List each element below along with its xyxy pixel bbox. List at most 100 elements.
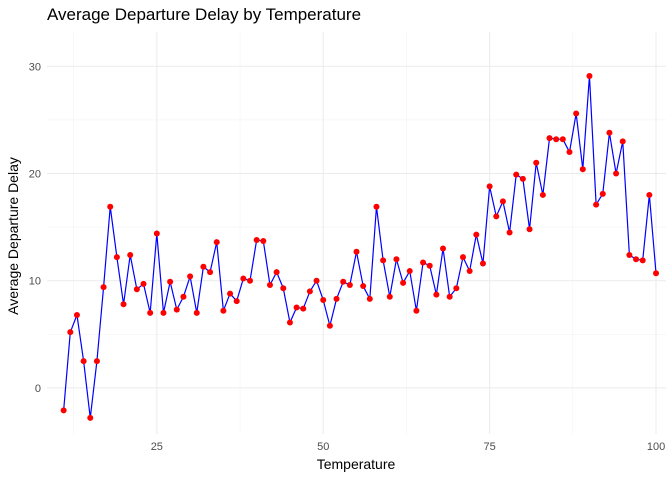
data-point	[366, 295, 373, 302]
data-point	[320, 297, 327, 303]
data-point	[200, 263, 207, 270]
y-tick-label: 0	[35, 383, 41, 395]
data-point	[247, 277, 254, 284]
data-point	[313, 277, 320, 284]
data-point	[566, 149, 573, 156]
data-point	[453, 285, 460, 292]
data-point	[473, 231, 480, 238]
data-point	[533, 159, 540, 166]
data-point	[466, 268, 473, 275]
y-tick-label: 30	[29, 61, 41, 73]
data-point	[306, 288, 313, 295]
data-point	[80, 358, 87, 365]
data-point	[653, 270, 660, 277]
y-axis-title: Average Departure Delay	[5, 157, 21, 315]
data-point	[233, 298, 240, 305]
data-point	[193, 309, 200, 316]
data-point	[220, 307, 227, 314]
data-point	[606, 129, 613, 136]
data-point	[167, 278, 174, 285]
data-point	[253, 236, 260, 243]
data-point	[180, 293, 187, 300]
data-point	[160, 309, 167, 316]
data-point	[93, 358, 100, 365]
data-point	[486, 183, 493, 190]
data-point	[340, 278, 347, 285]
data-point	[107, 203, 114, 210]
data-point	[579, 166, 586, 173]
data-point	[386, 293, 393, 300]
data-point	[346, 281, 353, 288]
data-point	[573, 110, 580, 117]
data-point	[333, 295, 340, 302]
data-point	[127, 251, 134, 258]
data-point	[260, 238, 267, 245]
y-tick-label: 20	[29, 169, 41, 181]
series-line	[63, 75, 657, 419]
x-tick-label: 25	[151, 441, 163, 453]
data-point	[413, 307, 420, 314]
data-point	[213, 239, 220, 246]
data-point	[353, 248, 360, 255]
data-point	[360, 283, 367, 290]
data-point	[187, 273, 194, 280]
data-point	[266, 281, 273, 288]
data-point	[240, 275, 247, 282]
data-point	[613, 170, 620, 177]
data-point	[426, 262, 433, 269]
x-axis-title: Temperature	[317, 456, 396, 472]
data-point	[286, 319, 293, 326]
data-point	[207, 269, 214, 276]
x-tick-label: 100	[647, 441, 665, 453]
data-point	[73, 312, 80, 319]
data-point	[433, 291, 440, 298]
data-point	[120, 301, 127, 308]
data-point	[646, 191, 653, 198]
data-point	[639, 257, 646, 264]
data-point	[140, 280, 147, 287]
data-point	[133, 286, 140, 293]
x-axis-tick-labels: 25 50 75 100	[151, 441, 665, 453]
y-axis-tick-labels: 0 10 20 30	[29, 61, 41, 395]
data-point	[539, 191, 546, 198]
data-point	[113, 254, 120, 261]
data-point	[393, 256, 400, 263]
x-tick-label: 75	[483, 441, 495, 453]
data-point	[553, 136, 560, 143]
data-point	[153, 230, 160, 237]
data-point	[459, 254, 466, 261]
data-point	[479, 260, 486, 267]
data-point	[67, 329, 74, 336]
data-point	[526, 226, 533, 233]
data-point	[420, 259, 427, 266]
data-point	[280, 285, 287, 292]
data-point	[147, 309, 154, 316]
chart-title: Average Departure Delay by Temperature	[47, 5, 361, 24]
data-point	[273, 269, 280, 276]
data-point	[326, 322, 333, 329]
data-point	[60, 407, 67, 414]
data-point	[293, 304, 300, 311]
data-point	[400, 279, 407, 286]
series-points-group	[60, 72, 660, 421]
data-point	[619, 138, 626, 145]
data-point	[100, 284, 107, 291]
data-point	[446, 293, 453, 300]
data-point	[546, 135, 553, 142]
data-point	[87, 414, 94, 421]
data-point	[633, 256, 640, 263]
data-point	[506, 229, 513, 236]
data-point	[499, 198, 506, 205]
data-point	[626, 251, 633, 258]
data-point	[173, 306, 180, 313]
major-gridlines	[47, 32, 666, 434]
data-point	[227, 290, 234, 297]
data-point	[599, 190, 606, 197]
data-point	[593, 201, 600, 208]
data-point	[300, 305, 307, 312]
data-point	[519, 175, 526, 182]
data-point	[513, 171, 520, 178]
minor-gridlines	[47, 32, 666, 434]
data-point	[559, 136, 566, 143]
